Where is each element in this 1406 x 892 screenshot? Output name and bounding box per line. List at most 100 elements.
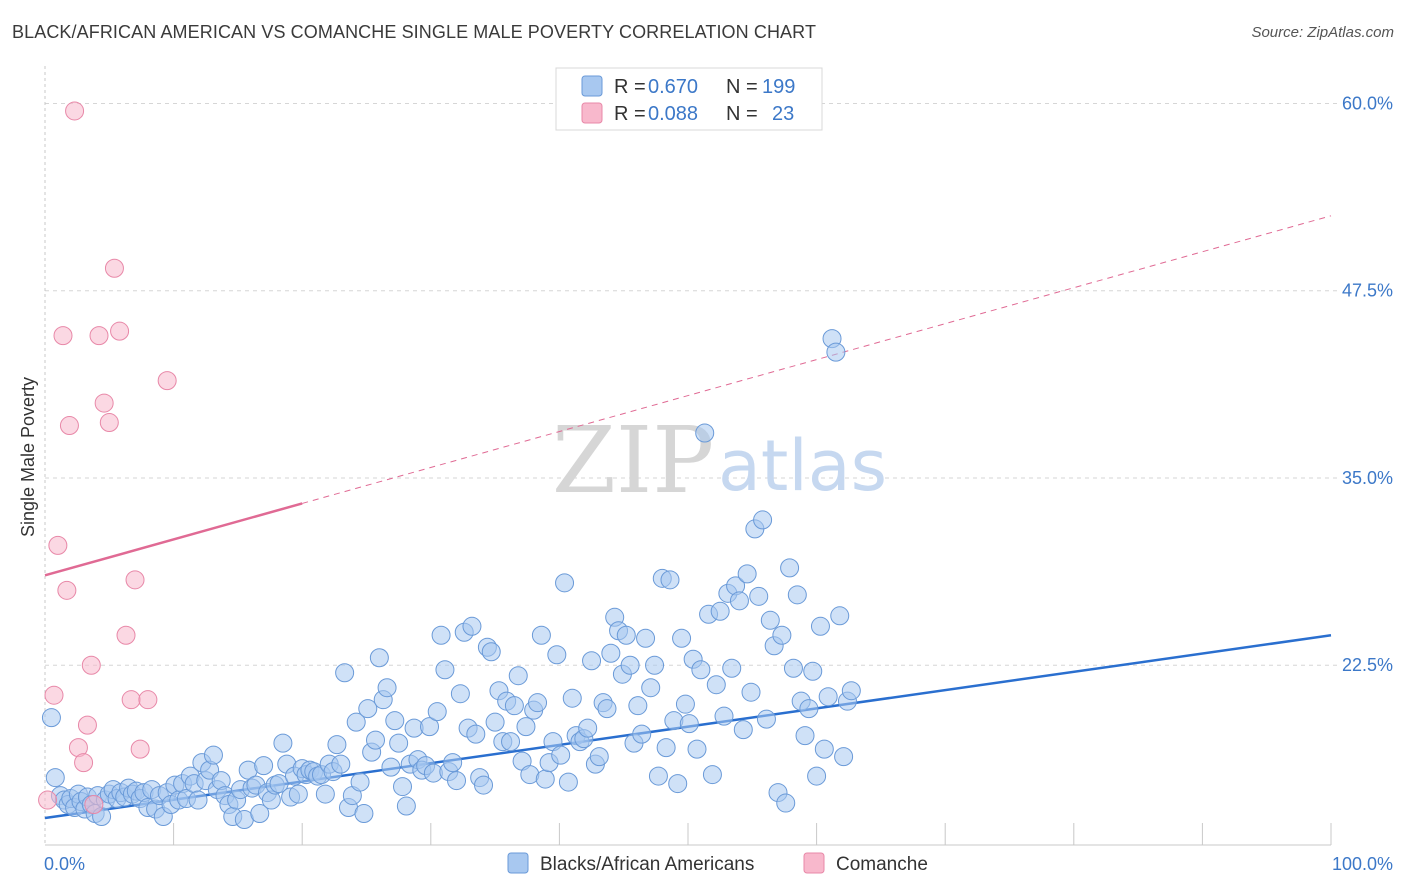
y-tick-label-2: 47.5%: [1342, 281, 1393, 301]
point-comanche-20: [130, 739, 150, 759]
point-comanche-6: [65, 101, 85, 121]
trend-line-solid-1: [44, 502, 303, 577]
x-tick-label-1: 100.0%: [1332, 854, 1393, 874]
point-comanche-14: [99, 413, 119, 433]
point-blacks-140: [578, 718, 598, 738]
point-comanche-3: [53, 326, 73, 346]
point-comanche-4: [57, 580, 77, 600]
point-blacks-77: [335, 663, 355, 683]
point-blacks-174: [710, 601, 730, 621]
source-label: Source: ZipAtlas.com: [1251, 24, 1394, 41]
chart-title: BLACK/AFRICAN AMERICAN VS COMANCHE SINGL…: [12, 22, 817, 42]
point-blacks-197: [799, 699, 819, 719]
point-blacks-60: [269, 774, 289, 794]
point-blacks-101: [427, 702, 447, 722]
point-blacks-165: [675, 694, 695, 714]
point-blacks-43: [203, 745, 223, 765]
point-blacks-56: [254, 756, 274, 776]
point-blacks-192: [780, 558, 800, 578]
legend-r-label-2: R =: [614, 103, 646, 125]
grid-lines: [45, 102, 1341, 666]
point-blacks-150: [616, 625, 636, 645]
point-blacks-88: [377, 678, 397, 698]
y-tick-label-0: 22.5%: [1342, 655, 1393, 675]
y-tick-label-3: 60.0%: [1342, 93, 1393, 113]
point-blacks-205: [830, 606, 850, 626]
point-blacks-151: [620, 655, 640, 675]
point-blacks-157: [645, 655, 665, 675]
point-blacks-184: [749, 586, 769, 606]
legend-n-value-2: 23: [772, 103, 794, 125]
point-blacks-158: [648, 766, 668, 786]
point-blacks-194: [787, 585, 807, 605]
point-blacks-89: [381, 757, 401, 777]
point-blacks-121: [504, 696, 524, 716]
point-blacks-182: [741, 682, 761, 702]
point-blacks-113: [474, 775, 494, 795]
point-blacks-129: [535, 769, 555, 789]
legend-n-label-2: N =: [726, 103, 758, 125]
point-blacks-39: [188, 790, 208, 810]
point-blacks-186: [756, 709, 776, 729]
bottom-legend-label-comanche: Comanche: [836, 854, 928, 875]
point-blacks-179: [729, 591, 749, 611]
point-comanche-0: [38, 790, 58, 810]
point-blacks-185: [753, 510, 773, 530]
point-blacks-116: [485, 712, 505, 732]
point-blacks-198: [803, 661, 823, 681]
point-comanche-16: [110, 321, 130, 341]
point-blacks-80: [346, 712, 366, 732]
point-blacks-93: [396, 796, 416, 816]
point-blacks-154: [632, 724, 652, 744]
point-blacks-61: [273, 733, 293, 753]
legend-r-label-1: R =: [614, 76, 646, 98]
point-blacks-115: [481, 642, 501, 662]
point-blacks-170: [695, 423, 715, 443]
point-comanche-19: [125, 570, 145, 590]
point-blacks-132: [547, 645, 567, 665]
point-blacks-85: [366, 730, 386, 750]
point-blacks-201: [814, 739, 834, 759]
point-blacks-162: [664, 711, 684, 731]
point-blacks-202: [818, 687, 838, 707]
series-legend: Blacks/African Americans Comanche: [507, 852, 928, 875]
point-blacks-103: [435, 660, 455, 680]
point-blacks-135: [558, 772, 578, 792]
point-blacks-134: [555, 573, 575, 593]
point-comanche-17: [116, 625, 136, 645]
point-blacks-76: [331, 754, 351, 774]
point-blacks-124: [516, 717, 536, 737]
point-blacks-172: [702, 765, 722, 785]
point-blacks-208: [841, 681, 861, 701]
watermark-zip: ZIP: [552, 407, 714, 514]
watermark-atlas: atlas: [718, 425, 887, 507]
point-blacks-173: [706, 675, 726, 695]
point-blacks-166: [679, 714, 699, 734]
point-blacks-145: [597, 699, 617, 719]
point-blacks-181: [737, 564, 757, 584]
point-comanche-11: [84, 795, 104, 815]
point-blacks-91: [389, 733, 409, 753]
point-blacks-99: [420, 717, 440, 737]
point-blacks-196: [795, 726, 815, 746]
point-blacks-90: [385, 711, 405, 731]
point-comanche-9: [77, 715, 97, 735]
point-blacks-146: [601, 643, 621, 663]
point-blacks-107: [450, 684, 470, 704]
point-comanche-10: [81, 655, 101, 675]
point-comanche-22: [157, 371, 177, 391]
point-blacks-204: [826, 342, 846, 362]
bottom-legend-swatch-comanche: [803, 852, 825, 874]
legend-r-value-2: 0.088: [648, 103, 698, 125]
point-blacks-156: [641, 678, 661, 698]
bottom-legend-label-blacks: Blacks/African Americans: [540, 854, 754, 875]
point-comanche-8: [74, 753, 94, 773]
point-blacks-175: [714, 706, 734, 726]
point-blacks-122: [508, 666, 528, 686]
point-blacks-199: [807, 766, 827, 786]
point-blacks-206: [834, 747, 854, 767]
legend-r-value-1: 0.670: [648, 76, 698, 98]
point-comanche-21: [138, 690, 158, 710]
point-comanche-1: [44, 685, 64, 705]
